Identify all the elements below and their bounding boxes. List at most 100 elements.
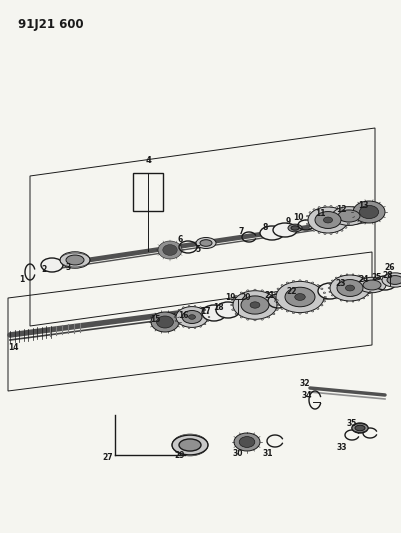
Ellipse shape <box>292 312 295 313</box>
Ellipse shape <box>347 215 350 217</box>
Text: 9: 9 <box>286 217 291 227</box>
Ellipse shape <box>321 304 323 306</box>
Ellipse shape <box>175 320 177 321</box>
Text: 19: 19 <box>225 294 235 303</box>
Ellipse shape <box>346 274 348 275</box>
Ellipse shape <box>277 304 279 306</box>
Ellipse shape <box>352 301 354 302</box>
Ellipse shape <box>312 282 314 284</box>
Ellipse shape <box>277 288 279 289</box>
Ellipse shape <box>261 319 263 320</box>
Ellipse shape <box>367 295 369 296</box>
Ellipse shape <box>306 312 308 313</box>
Ellipse shape <box>329 284 331 285</box>
Ellipse shape <box>318 232 320 233</box>
Ellipse shape <box>306 215 309 217</box>
Ellipse shape <box>328 287 330 288</box>
Text: 91J21 600: 91J21 600 <box>18 18 84 31</box>
Ellipse shape <box>330 275 370 301</box>
Ellipse shape <box>369 291 371 293</box>
Text: 33: 33 <box>337 442 347 451</box>
Ellipse shape <box>157 316 173 328</box>
Ellipse shape <box>309 212 311 213</box>
Ellipse shape <box>313 209 315 211</box>
Ellipse shape <box>231 304 233 306</box>
Text: 6: 6 <box>177 236 182 245</box>
Text: 24: 24 <box>359 276 369 285</box>
Ellipse shape <box>200 326 201 327</box>
Ellipse shape <box>332 207 366 225</box>
Ellipse shape <box>352 274 354 275</box>
Ellipse shape <box>267 317 270 318</box>
Ellipse shape <box>275 292 277 294</box>
Ellipse shape <box>363 277 365 278</box>
Ellipse shape <box>352 424 368 432</box>
Text: 8: 8 <box>262 222 268 231</box>
Ellipse shape <box>363 280 381 290</box>
Ellipse shape <box>277 304 279 306</box>
Ellipse shape <box>260 226 284 240</box>
Ellipse shape <box>318 283 342 299</box>
Ellipse shape <box>178 309 180 311</box>
Ellipse shape <box>313 230 315 231</box>
Ellipse shape <box>240 317 243 318</box>
Ellipse shape <box>176 306 208 327</box>
Text: 12: 12 <box>336 205 346 214</box>
Ellipse shape <box>208 317 210 318</box>
Ellipse shape <box>340 300 342 301</box>
Ellipse shape <box>340 275 342 276</box>
Ellipse shape <box>200 307 201 308</box>
Ellipse shape <box>336 232 338 233</box>
Ellipse shape <box>285 287 315 307</box>
Ellipse shape <box>359 205 379 219</box>
Ellipse shape <box>182 311 202 324</box>
Ellipse shape <box>370 287 372 288</box>
Ellipse shape <box>336 207 338 208</box>
Ellipse shape <box>232 309 234 310</box>
Ellipse shape <box>204 324 206 325</box>
Text: 5: 5 <box>195 246 200 254</box>
Ellipse shape <box>323 292 326 294</box>
Ellipse shape <box>353 201 385 223</box>
Ellipse shape <box>318 207 320 208</box>
Text: 15: 15 <box>150 316 160 325</box>
Text: 27: 27 <box>103 453 113 462</box>
Ellipse shape <box>207 320 209 321</box>
Ellipse shape <box>338 210 360 222</box>
Ellipse shape <box>247 319 249 320</box>
Text: 14: 14 <box>8 343 18 352</box>
Text: 25: 25 <box>372 273 382 282</box>
Ellipse shape <box>286 310 288 312</box>
Ellipse shape <box>241 296 269 314</box>
Ellipse shape <box>387 276 401 285</box>
Ellipse shape <box>182 326 184 327</box>
Ellipse shape <box>306 280 308 282</box>
Ellipse shape <box>291 226 299 230</box>
Ellipse shape <box>330 206 332 207</box>
Ellipse shape <box>273 296 276 298</box>
Ellipse shape <box>207 313 209 314</box>
Ellipse shape <box>194 327 196 328</box>
Ellipse shape <box>367 280 369 281</box>
Ellipse shape <box>204 309 206 311</box>
Ellipse shape <box>202 305 226 321</box>
Text: 20: 20 <box>241 294 251 303</box>
Ellipse shape <box>196 238 216 248</box>
Ellipse shape <box>276 309 278 310</box>
Text: 17: 17 <box>200 306 210 316</box>
Ellipse shape <box>323 301 326 302</box>
Ellipse shape <box>324 296 326 298</box>
Ellipse shape <box>60 252 90 268</box>
Ellipse shape <box>179 439 201 451</box>
Text: 34: 34 <box>302 392 312 400</box>
Text: 22: 22 <box>287 287 297 296</box>
Ellipse shape <box>254 319 256 321</box>
Ellipse shape <box>369 284 371 285</box>
Ellipse shape <box>234 433 260 451</box>
Text: 35: 35 <box>347 419 357 429</box>
Text: 30: 30 <box>233 449 243 458</box>
Ellipse shape <box>281 308 283 309</box>
Text: 26: 26 <box>385 263 395 272</box>
Ellipse shape <box>273 313 275 314</box>
Ellipse shape <box>273 223 297 237</box>
